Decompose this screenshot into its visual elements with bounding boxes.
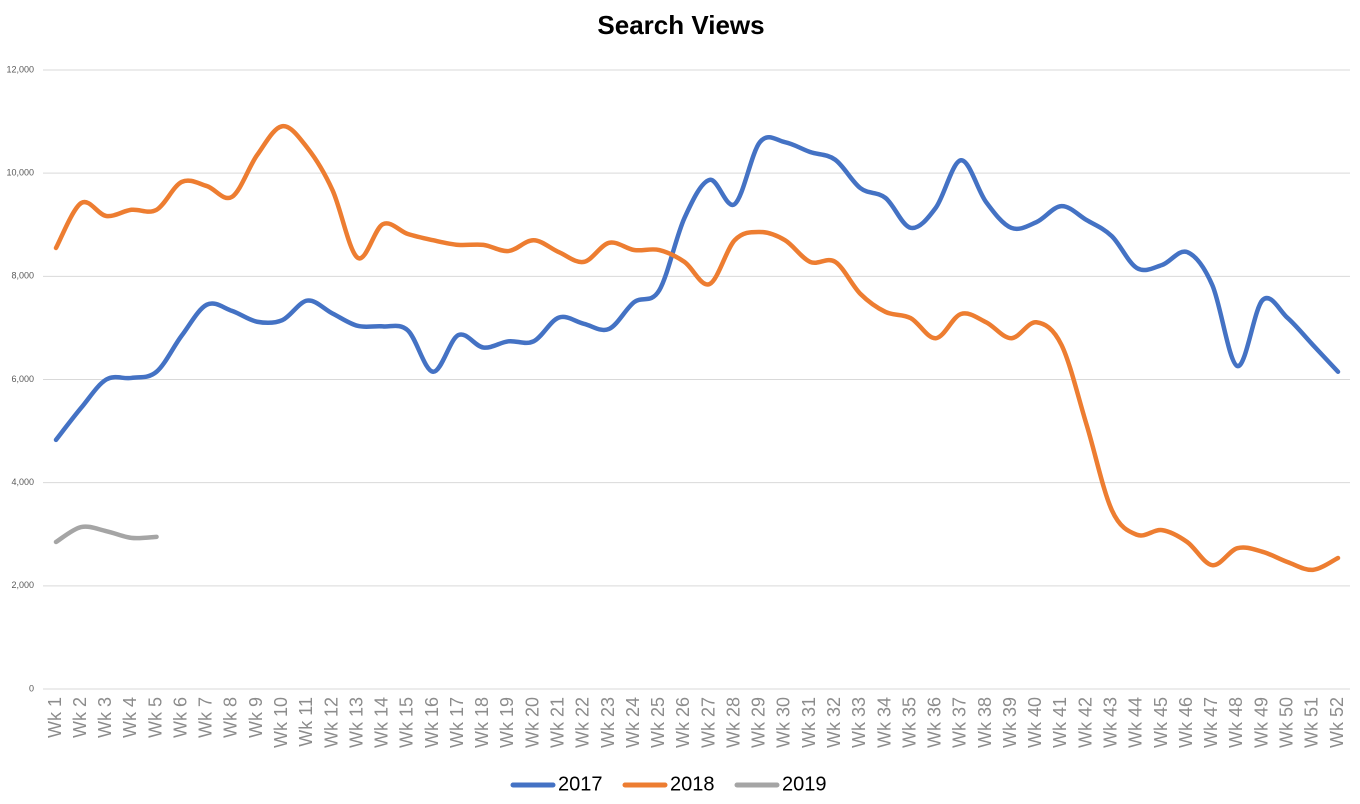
x-tick-label: Wk 28 <box>723 697 743 748</box>
x-tick-label: Wk 18 <box>472 697 492 748</box>
x-tick-label: Wk 7 <box>196 697 216 738</box>
x-tick-label: Wk 40 <box>1025 697 1045 748</box>
x-tick-label: Wk 37 <box>950 697 970 748</box>
x-tick-label: Wk 23 <box>598 697 618 748</box>
chart-title: Search Views <box>597 10 764 40</box>
y-tick-label: 0 <box>29 683 34 693</box>
x-tick-label: Wk 33 <box>849 697 869 748</box>
x-tick-label: Wk 24 <box>623 697 643 748</box>
legend-label: 2018 <box>670 773 715 795</box>
x-tick-label: Wk 17 <box>447 697 467 748</box>
x-tick-label: Wk 13 <box>346 697 366 748</box>
y-tick-label: 8,000 <box>11 271 34 281</box>
x-tick-label: Wk 46 <box>1176 697 1196 748</box>
legend-label: 2017 <box>558 773 603 795</box>
x-tick-label: Wk 31 <box>799 697 819 748</box>
x-tick-label: Wk 30 <box>774 697 794 748</box>
x-tick-label: Wk 47 <box>1201 697 1221 748</box>
x-tick-label: Wk 4 <box>120 697 140 738</box>
x-tick-label: Wk 12 <box>321 697 341 748</box>
legend-label: 2019 <box>782 773 827 795</box>
x-tick-label: Wk 36 <box>925 697 945 748</box>
series-line <box>53 524 159 545</box>
x-tick-label: Wk 29 <box>749 697 769 748</box>
x-tick-label: Wk 1 <box>45 697 65 738</box>
series-line <box>53 135 1341 443</box>
x-tick-label: Wk 39 <box>1000 697 1020 748</box>
x-tick-label: Wk 34 <box>874 697 894 748</box>
x-tick-label: Wk 9 <box>246 697 266 738</box>
x-tick-label: Wk 45 <box>1151 697 1171 748</box>
x-tick-label: Wk 5 <box>145 697 165 738</box>
x-tick-label: Wk 48 <box>1226 697 1246 748</box>
x-tick-label: Wk 15 <box>397 697 417 748</box>
x-tick-label: Wk 26 <box>673 697 693 748</box>
x-tick-label: Wk 25 <box>648 697 668 748</box>
x-tick-label: Wk 32 <box>824 697 844 748</box>
x-tick-label: Wk 3 <box>95 697 115 738</box>
x-tick-label: Wk 49 <box>1251 697 1271 748</box>
x-tick-label: Wk 14 <box>372 697 392 748</box>
y-tick-label: 10,000 <box>6 168 34 178</box>
x-tick-label: Wk 10 <box>271 697 291 748</box>
x-tick-label: Wk 50 <box>1276 697 1296 748</box>
y-tick-label: 6,000 <box>11 374 34 384</box>
x-tick-label: Wk 44 <box>1126 697 1146 748</box>
x-tick-label: Wk 27 <box>698 697 718 748</box>
x-tick-label: Wk 43 <box>1101 697 1121 748</box>
x-tick-label: Wk 35 <box>899 697 919 748</box>
x-tick-label: Wk 51 <box>1302 697 1322 748</box>
series-line <box>53 123 1341 573</box>
x-tick-label: Wk 21 <box>547 697 567 748</box>
y-tick-label: 4,000 <box>11 477 34 487</box>
x-tick-label: Wk 52 <box>1327 697 1347 748</box>
x-tick-label: Wk 8 <box>221 697 241 738</box>
y-tick-label: 2,000 <box>11 580 34 590</box>
y-tick-label: 12,000 <box>6 64 34 74</box>
x-tick-label: Wk 22 <box>573 697 593 748</box>
x-tick-label: Wk 2 <box>70 697 90 738</box>
x-tick-label: Wk 11 <box>296 697 316 747</box>
x-tick-label: Wk 38 <box>975 697 995 748</box>
x-tick-label: Wk 6 <box>170 697 190 738</box>
x-tick-label: Wk 41 <box>1050 697 1070 748</box>
x-tick-label: Wk 19 <box>497 697 517 748</box>
x-tick-label: Wk 42 <box>1075 697 1095 748</box>
x-tick-label: Wk 20 <box>522 697 542 748</box>
x-tick-label: Wk 16 <box>422 697 442 748</box>
